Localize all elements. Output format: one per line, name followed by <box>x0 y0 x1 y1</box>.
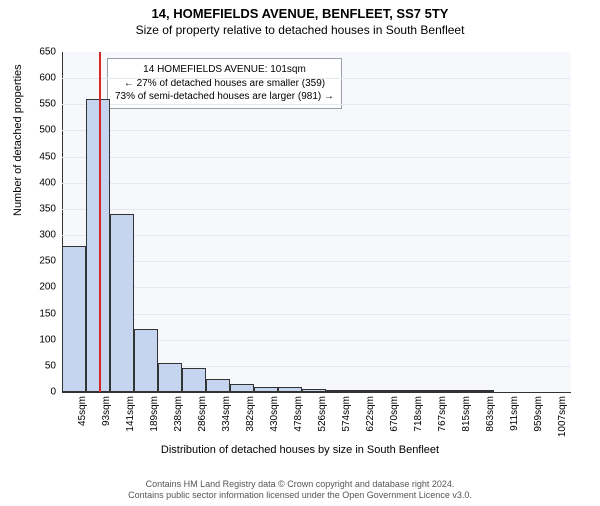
x-axis-label: Distribution of detached houses by size … <box>0 444 600 456</box>
gridline <box>62 157 570 158</box>
footer: Contains HM Land Registry data © Crown c… <box>0 479 600 502</box>
ytick-label: 0 <box>26 387 56 398</box>
ytick-label: 650 <box>26 47 56 58</box>
gridline <box>62 235 570 236</box>
ytick-label: 150 <box>26 308 56 319</box>
xtick-label: 238sqm <box>173 396 184 432</box>
ytick-label: 450 <box>26 151 56 162</box>
bar <box>446 390 470 392</box>
bar <box>230 384 254 392</box>
ytick-label: 250 <box>26 256 56 267</box>
gridline <box>62 209 570 210</box>
ytick-label: 50 <box>26 360 56 371</box>
xtick-label: 767sqm <box>437 396 448 432</box>
ytick-label: 300 <box>26 230 56 241</box>
ytick-label: 550 <box>26 99 56 110</box>
xtick-label: 286sqm <box>197 396 208 432</box>
xtick-label: 863sqm <box>485 396 496 432</box>
footer-line-2: Contains public sector information licen… <box>0 490 600 502</box>
marker-line <box>99 52 101 392</box>
xtick-label: 1007sqm <box>557 396 568 437</box>
bar <box>374 390 398 392</box>
legend-line-1: 14 HOMEFIELDS AVENUE: 101sqm <box>115 63 334 77</box>
xtick-label: 430sqm <box>269 396 280 432</box>
xtick-label: 334sqm <box>221 396 232 432</box>
bar <box>278 387 302 392</box>
ytick-label: 500 <box>26 125 56 136</box>
title-main: 14, HOMEFIELDS AVENUE, BENFLEET, SS7 5TY <box>0 6 600 21</box>
ytick-label: 600 <box>26 73 56 84</box>
ytick-label: 350 <box>26 203 56 214</box>
bar <box>254 387 278 392</box>
xtick-label: 911sqm <box>509 396 520 431</box>
bar <box>302 389 326 392</box>
bar <box>470 390 494 392</box>
ytick-label: 400 <box>26 177 56 188</box>
bar <box>350 390 374 392</box>
xtick-label: 382sqm <box>245 396 256 432</box>
gridline <box>62 287 570 288</box>
xtick-label: 93sqm <box>101 396 112 426</box>
bar <box>62 246 86 392</box>
gridline <box>62 261 570 262</box>
legend-box: 14 HOMEFIELDS AVENUE: 101sqm ← 27% of de… <box>107 58 342 109</box>
xtick-label: 815sqm <box>461 396 472 432</box>
xtick-label: 189sqm <box>149 396 160 432</box>
xtick-label: 526sqm <box>317 396 328 432</box>
bar <box>86 99 110 392</box>
gridline <box>62 183 570 184</box>
bar <box>182 368 206 392</box>
bar <box>134 329 158 392</box>
bar <box>110 214 134 392</box>
xtick-label: 959sqm <box>533 396 544 432</box>
ytick-label: 200 <box>26 282 56 293</box>
xtick-label: 574sqm <box>341 396 352 432</box>
ytick-label: 100 <box>26 334 56 345</box>
bar <box>326 390 350 392</box>
xtick-label: 670sqm <box>389 396 400 432</box>
bar <box>398 390 422 392</box>
y-axis-label: Number of detached properties <box>12 64 24 216</box>
footer-line-1: Contains HM Land Registry data © Crown c… <box>0 479 600 491</box>
xtick-label: 478sqm <box>293 396 304 432</box>
title-sub: Size of property relative to detached ho… <box>0 23 600 37</box>
bar <box>422 390 446 392</box>
gridline <box>62 78 570 79</box>
gridline <box>62 104 570 105</box>
xtick-label: 141sqm <box>125 396 136 432</box>
gridline <box>62 130 570 131</box>
bar <box>206 379 230 392</box>
chart-area: 14 HOMEFIELDS AVENUE: 101sqm ← 27% of de… <box>62 52 570 392</box>
xtick-label: 622sqm <box>365 396 376 432</box>
xtick-label: 45sqm <box>77 396 88 426</box>
legend-line-3: 73% of semi-detached houses are larger (… <box>115 90 334 104</box>
bar <box>158 363 182 392</box>
xtick-label: 718sqm <box>413 396 424 432</box>
chart-container: 14, HOMEFIELDS AVENUE, BENFLEET, SS7 5TY… <box>0 6 600 506</box>
gridline <box>62 314 570 315</box>
